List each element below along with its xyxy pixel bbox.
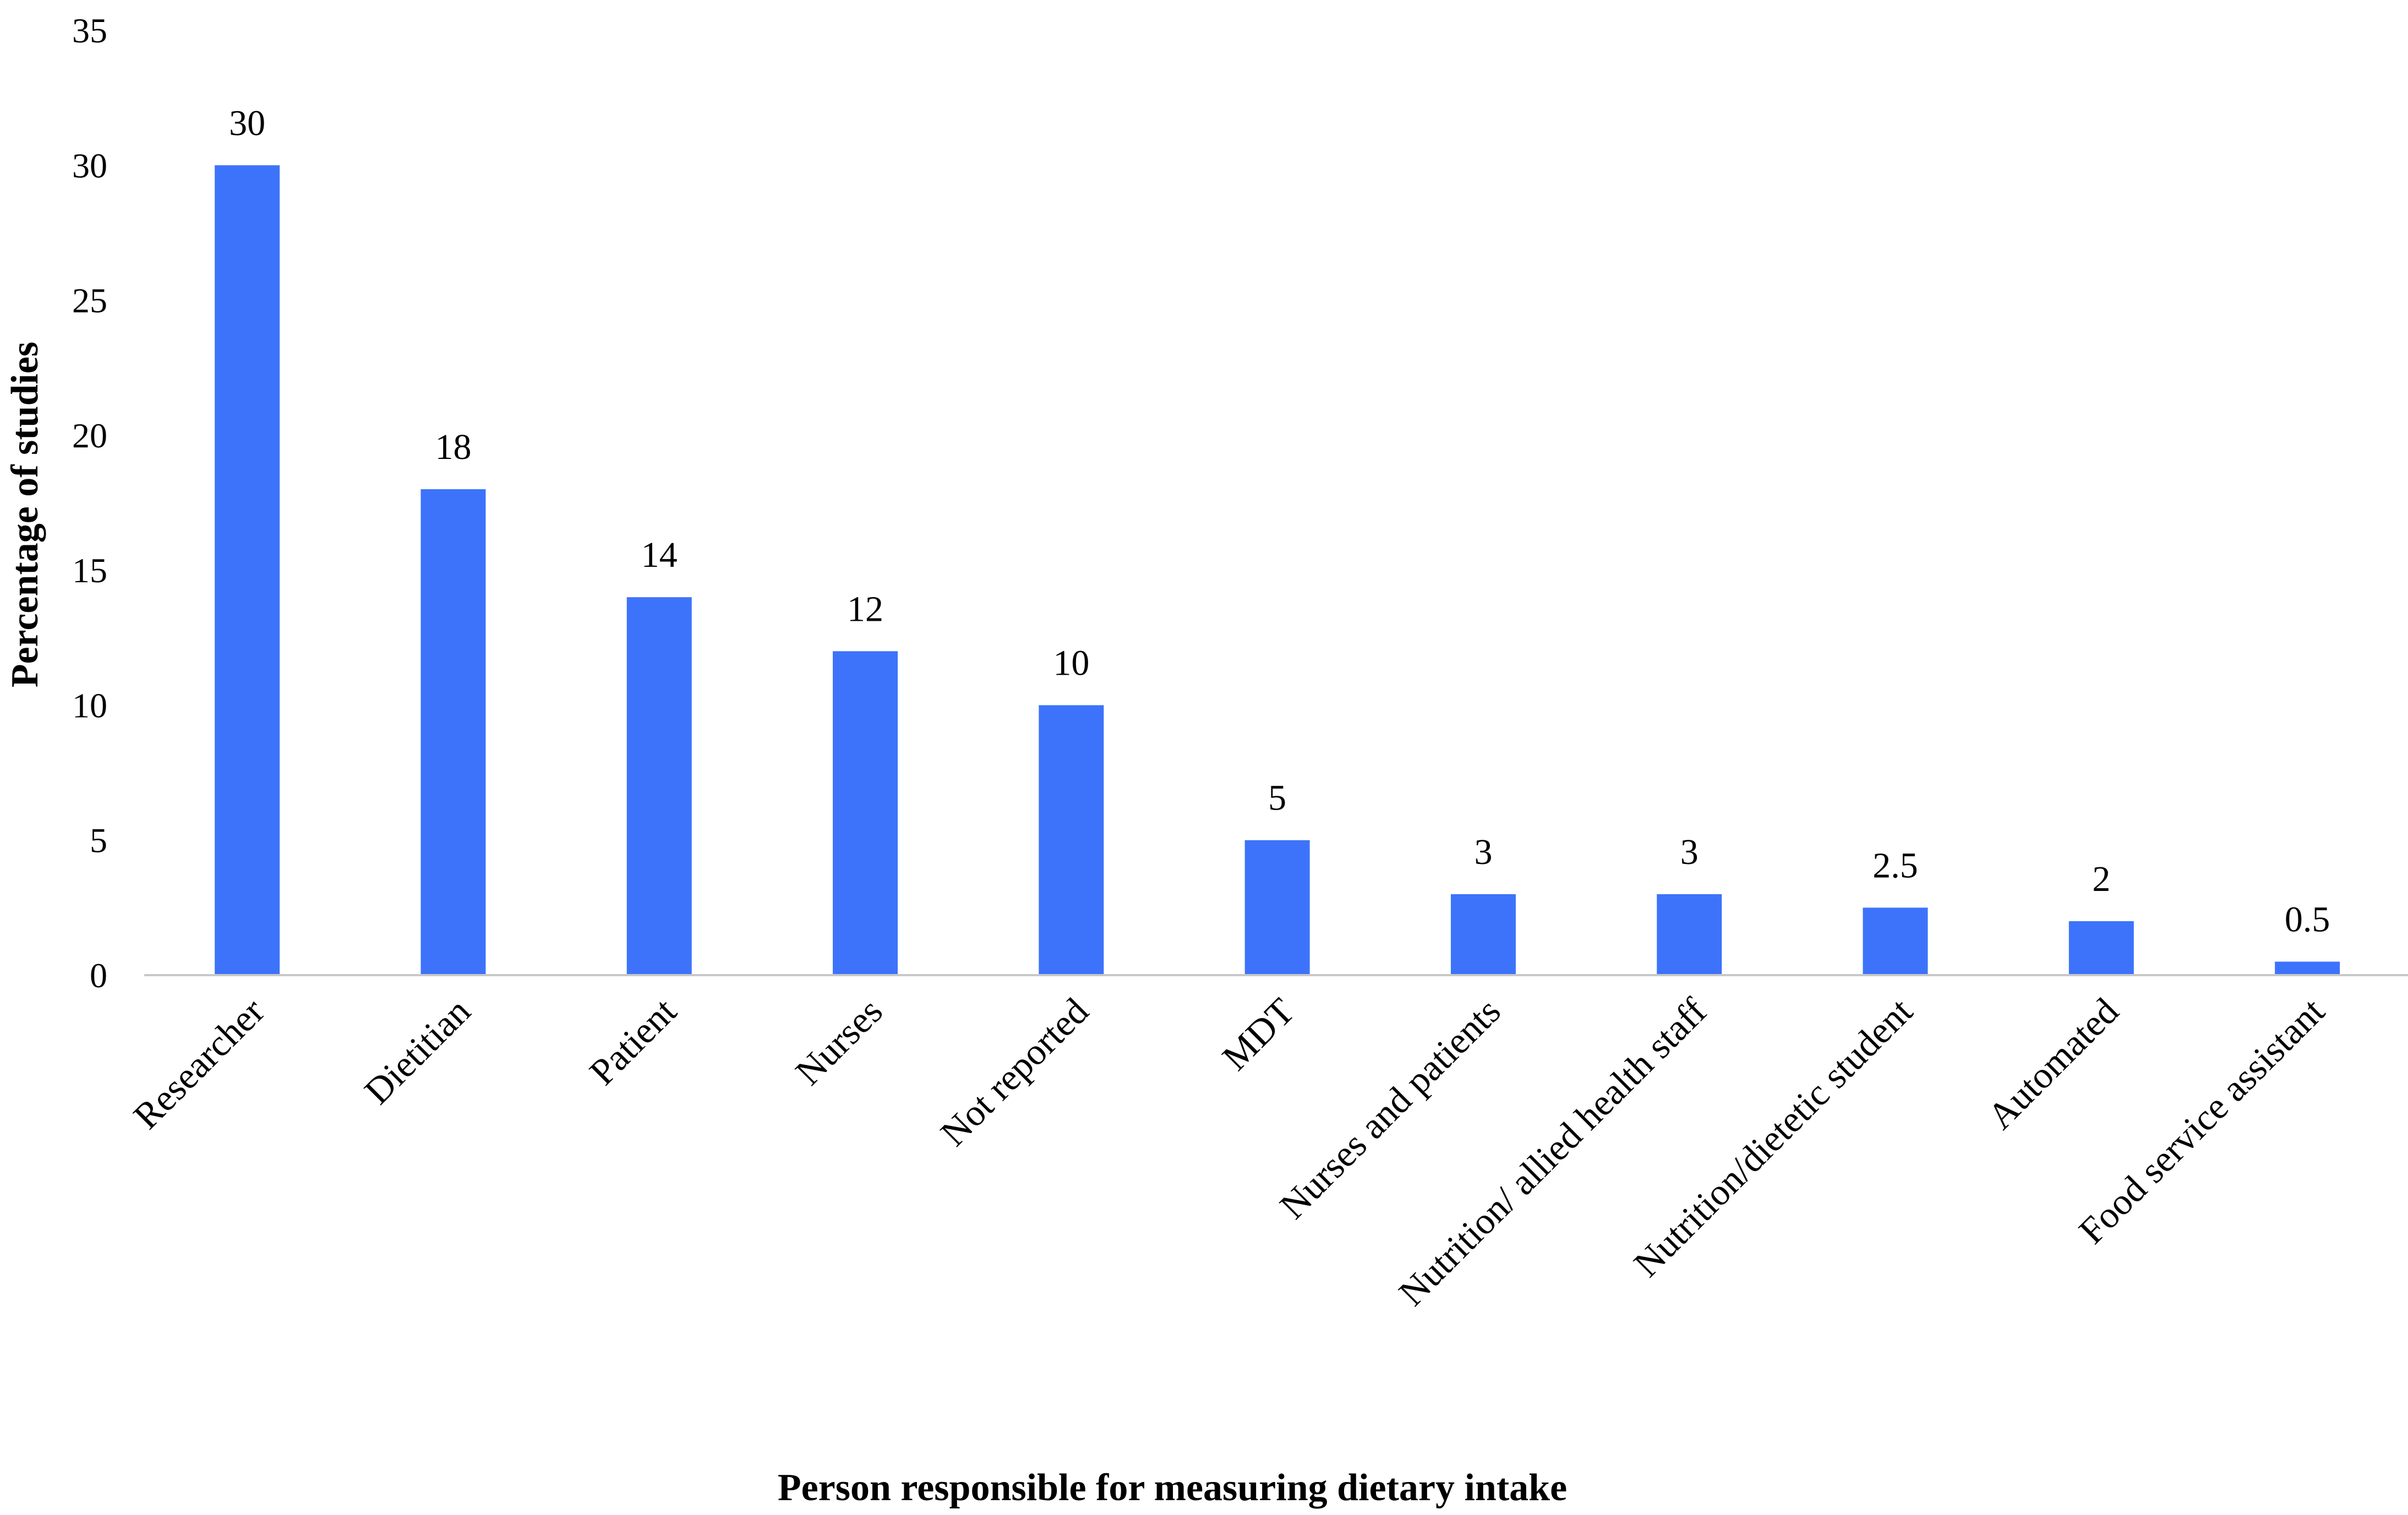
category-label: MDT <box>1214 990 1303 1079</box>
bar <box>215 165 280 976</box>
bar <box>2068 921 2134 975</box>
category-label: Nurses <box>787 990 890 1093</box>
bar <box>626 597 692 975</box>
y-tick-label: 10 <box>72 686 107 725</box>
category-label: Researcher <box>125 990 272 1137</box>
data-label: 3 <box>1474 832 1492 872</box>
y-axis-title: Percentage of studies <box>4 342 46 688</box>
data-label: 5 <box>1268 778 1286 818</box>
bar <box>1657 894 1722 975</box>
bar <box>421 489 486 975</box>
bar <box>1039 705 1104 975</box>
data-label: 14 <box>641 535 678 575</box>
data-label: 0.5 <box>2285 899 2330 939</box>
bar <box>833 651 898 975</box>
y-tick-label: 35 <box>72 11 107 50</box>
data-label: 2 <box>2092 859 2110 899</box>
bar <box>1450 894 1516 975</box>
category-label: Not reported <box>932 990 1096 1154</box>
category-labels: Researcher Dietitian Patient Nurses Not repo… <box>125 990 2332 1314</box>
y-tick-label: 5 <box>90 821 107 860</box>
y-tick-label: 0 <box>90 956 107 995</box>
data-labels: 30 18 14 12 10 5 3 3 2.5 2 0.5 <box>229 103 2330 939</box>
data-label: 12 <box>847 589 883 629</box>
x-axis-title: Person responsible for measuring dietary… <box>778 1467 1567 1509</box>
y-tick-label: 30 <box>72 146 107 185</box>
category-label: Nurses and patients <box>1271 990 1508 1227</box>
y-tick-label: 25 <box>72 281 107 320</box>
y-axis-ticks: 0 5 10 15 20 25 30 35 <box>72 11 107 995</box>
category-label: Automated <box>1979 990 2126 1137</box>
category-label: Dietitian <box>356 990 478 1112</box>
bars <box>215 165 2340 976</box>
data-label: 2.5 <box>1872 845 1918 885</box>
y-tick-label: 20 <box>72 416 107 455</box>
data-label: 30 <box>229 103 265 143</box>
data-label: 10 <box>1053 643 1089 683</box>
bar <box>2275 961 2340 975</box>
bar <box>1244 840 1310 975</box>
data-label: 3 <box>1680 832 1699 872</box>
bar <box>1863 907 1928 975</box>
category-label: Patient <box>581 990 684 1093</box>
y-tick-label: 15 <box>72 551 107 590</box>
data-label: 18 <box>435 427 471 467</box>
